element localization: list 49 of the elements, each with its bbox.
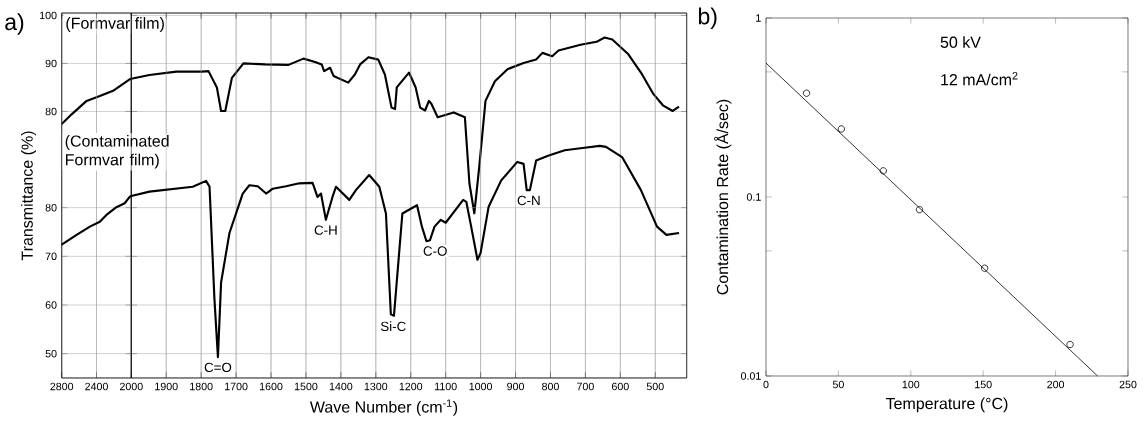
y-tick-label: 1 (756, 14, 761, 22)
y-tick-label: 70 (45, 252, 57, 261)
annotation: 50 kV (940, 36, 981, 48)
y-tick-label: 60 (45, 301, 57, 309)
text: b) (698, 7, 717, 29)
text: (Contaminated Formvar film) (65, 134, 169, 169)
x-tick-label: 2400 (85, 382, 108, 391)
y-tick-label: 80 (45, 203, 57, 212)
x-tick-label: 150 (975, 380, 992, 389)
y-tick-label: 0.1 (746, 193, 761, 201)
text: a) (5, 13, 24, 35)
y-tick-label: 80 (45, 107, 57, 116)
x-tick-label: 1800 (190, 382, 213, 391)
x-tick-label: 1700 (225, 382, 248, 391)
chart-title: (Formvar film) (66, 17, 164, 32)
annotation: C-O (423, 246, 447, 256)
annotation: C=O (204, 362, 232, 373)
y-axis-title: Transmittance (%) (21, 131, 36, 261)
x-tick-label: 1200 (399, 382, 423, 391)
x-tick-label: 700 (577, 382, 594, 391)
x-tick-label: 200 (1047, 380, 1065, 389)
x-tick-label: 50 (832, 380, 844, 389)
x-tick-label: 900 (507, 382, 525, 391)
x-tick-label: 250 (1119, 380, 1137, 389)
annotation: 12 mA/cm$^{2}$ (941, 71, 1018, 86)
x-axis-title: Wave Number (cm$^{-1}$) (309, 399, 458, 416)
x-tick-label: 100 (902, 380, 920, 389)
x-axis-title: Temperature (°C) (885, 397, 1008, 413)
x-tick-label: 1500 (294, 382, 318, 391)
y-tick-label: 50 (45, 349, 57, 358)
x-tick-label: 500 (646, 382, 664, 391)
x-tick-label: 800 (542, 382, 559, 391)
x-tick-label: 2000 (119, 382, 143, 391)
x-tick-label: 600 (611, 382, 629, 391)
y-tick-label: 90 (45, 59, 57, 68)
x-tick-label: 1000 (469, 382, 493, 391)
y-axis-title: Contamination Rate (Å/sec) (714, 99, 732, 295)
x-tick-label: 1900 (155, 382, 178, 391)
x-tick-label: 1400 (329, 382, 353, 391)
x-tick-label: 1300 (364, 382, 388, 391)
annotation: C-H (314, 225, 337, 235)
annotation: C-N (517, 195, 540, 206)
x-tick-label: 1600 (259, 382, 283, 391)
x-tick-label: 1100 (435, 382, 457, 391)
annotation: Si-C (380, 321, 406, 332)
y-tick-label: 0.01 (740, 372, 761, 380)
x-tick-label: 0 (763, 380, 769, 389)
x-tick-label: 2800 (50, 382, 74, 391)
y-tick-label: 100 (40, 11, 57, 20)
